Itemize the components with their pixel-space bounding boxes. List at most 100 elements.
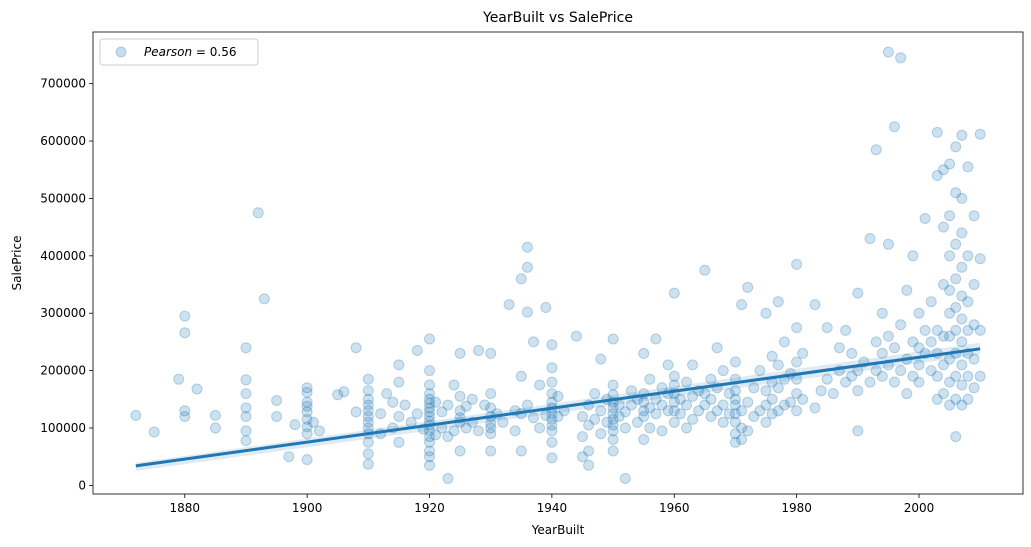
data-point xyxy=(485,388,497,400)
data-point xyxy=(607,419,619,431)
data-point xyxy=(729,428,741,440)
data-point xyxy=(540,302,552,313)
data-point xyxy=(546,339,558,351)
data-point xyxy=(546,436,558,448)
data-point xyxy=(442,399,454,411)
data-point xyxy=(595,428,607,440)
data-point xyxy=(729,416,741,428)
data-point xyxy=(638,411,650,422)
data-point xyxy=(944,330,956,342)
data-point xyxy=(699,264,711,276)
data-point xyxy=(913,376,925,388)
data-point xyxy=(938,330,949,342)
data-point xyxy=(375,408,387,420)
data-point xyxy=(968,210,980,222)
data-point xyxy=(742,425,754,437)
data-point xyxy=(944,250,956,262)
data-point xyxy=(662,359,674,371)
data-point xyxy=(430,396,442,408)
data-point xyxy=(577,451,588,463)
data-point xyxy=(632,416,643,428)
data-point xyxy=(736,434,748,445)
data-point xyxy=(521,399,533,411)
data-point xyxy=(791,388,803,400)
data-point xyxy=(179,411,191,422)
data-point xyxy=(870,365,882,377)
data-point xyxy=(889,342,900,354)
data-point xyxy=(668,287,680,299)
data-point xyxy=(729,408,741,420)
data-point xyxy=(644,402,656,414)
data-point xyxy=(889,376,900,388)
data-point xyxy=(919,324,931,336)
data-point xyxy=(729,399,741,411)
data-point xyxy=(595,405,607,417)
data-point xyxy=(944,307,956,319)
data-point xyxy=(882,330,894,342)
data-point xyxy=(301,406,313,418)
data-point xyxy=(240,402,252,414)
data-point xyxy=(772,405,784,417)
data-point xyxy=(448,379,460,391)
data-point xyxy=(479,399,491,411)
data-point xyxy=(950,431,962,443)
data-point xyxy=(625,399,637,411)
data-point xyxy=(907,336,919,348)
data-point xyxy=(362,405,374,417)
plot-frame xyxy=(92,31,1024,495)
data-point xyxy=(570,330,582,342)
data-point xyxy=(301,386,313,398)
legend-label-italic: Pearson xyxy=(144,45,192,59)
data-point xyxy=(913,342,925,354)
data-point xyxy=(338,386,350,398)
data-point xyxy=(956,129,968,141)
data-point xyxy=(870,144,882,156)
data-point xyxy=(968,382,980,394)
data-point xyxy=(209,422,221,434)
data-point xyxy=(962,296,974,308)
data-point xyxy=(729,385,741,397)
data-point xyxy=(619,473,631,484)
data-point xyxy=(515,370,527,382)
data-point xyxy=(723,408,735,420)
data-point xyxy=(944,210,956,222)
data-point xyxy=(742,396,754,408)
data-point xyxy=(840,376,852,388)
data-point xyxy=(301,421,313,433)
data-point xyxy=(968,319,980,331)
data-point xyxy=(362,416,374,428)
chart-title: YearBuilt vs SalePrice xyxy=(482,10,633,26)
data-point xyxy=(362,411,374,422)
data-point xyxy=(693,405,705,417)
data-point xyxy=(754,365,766,377)
data-point xyxy=(674,408,686,420)
y-tick-label: 300000 xyxy=(40,306,86,320)
data-point xyxy=(619,406,631,418)
data-point xyxy=(766,408,778,420)
data-point xyxy=(552,390,564,402)
data-point xyxy=(454,405,466,417)
data-point xyxy=(809,402,821,414)
data-point xyxy=(607,402,619,414)
data-point xyxy=(772,382,784,394)
data-point xyxy=(424,388,435,400)
data-point xyxy=(950,141,962,153)
data-point xyxy=(852,425,864,437)
data-point xyxy=(595,353,607,365)
data-point xyxy=(950,238,962,250)
data-point xyxy=(644,373,656,385)
data-point xyxy=(528,336,539,348)
data-point xyxy=(583,459,595,471)
data-point xyxy=(607,434,619,445)
data-point xyxy=(240,411,252,422)
data-point xyxy=(454,347,466,359)
data-point xyxy=(913,307,925,319)
data-point xyxy=(791,258,803,270)
data-point xyxy=(521,241,533,253)
x-tick-label: 1920 xyxy=(414,501,445,515)
data-point xyxy=(424,365,435,377)
legend-box xyxy=(99,38,259,66)
data-point xyxy=(956,227,968,239)
data-point xyxy=(173,373,185,385)
data-point xyxy=(393,359,405,371)
